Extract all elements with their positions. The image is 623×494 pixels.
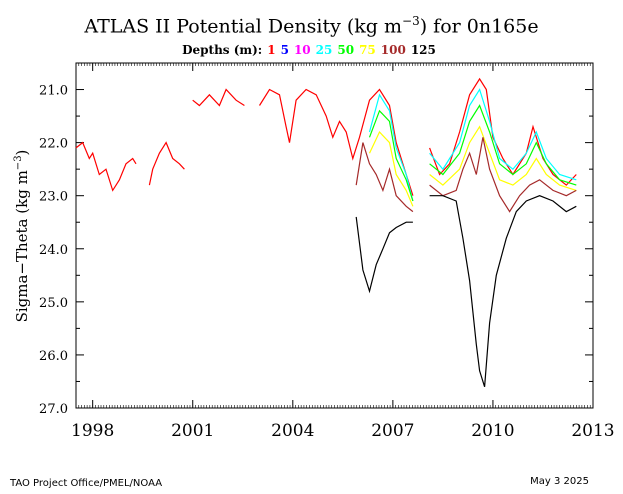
- series-75-line: [368, 130, 414, 207]
- series-50-line: [429, 104, 577, 186]
- legend-entry-25: 25: [315, 43, 333, 57]
- plot-frame: [75, 62, 594, 409]
- y-tick-label: 23.0: [39, 190, 68, 205]
- legend-entry-50: 50: [337, 43, 355, 57]
- x-tick-label: 2001: [171, 421, 214, 441]
- x-tick-label: 2013: [571, 421, 614, 441]
- y-tick-label: 25.0: [39, 296, 68, 311]
- series-1-line: [258, 88, 414, 196]
- y-tick-label: 27.0: [39, 402, 68, 417]
- footer-date: May 3 2025: [530, 476, 589, 487]
- series-125-line: [429, 195, 577, 387]
- series-1-line: [429, 77, 577, 186]
- x-tick-label: 1998: [71, 421, 114, 441]
- legend-entry-10: 10: [293, 43, 311, 57]
- legend-entry-125: 125: [410, 43, 436, 57]
- y-tick-label: 24.0: [39, 243, 68, 258]
- series-125-line: [355, 216, 413, 294]
- title-suffix: ) for 0n165e: [419, 15, 539, 38]
- title-exponent: −3: [402, 14, 420, 28]
- series-1-line: [148, 141, 185, 186]
- footer-credit: TAO Project Office/PMEL/NOAA: [10, 478, 163, 489]
- series-75-line: [429, 125, 577, 191]
- series-50-line: [368, 109, 414, 202]
- legend-entry-75: 75: [359, 43, 376, 57]
- series-25-line: [368, 93, 414, 202]
- x-tick-label: 2010: [471, 421, 514, 441]
- y-tick-label: 21.0: [39, 84, 68, 99]
- series-25-line: [429, 88, 577, 181]
- x-tick-label: 2007: [371, 421, 414, 441]
- series-1-line: [75, 141, 137, 192]
- legend-entry-1: 1: [267, 43, 276, 57]
- legend-entry-100: 100: [380, 43, 406, 57]
- chart-title: ATLAS II Potential Density (kg m−3) for …: [0, 14, 623, 37]
- series-1-line: [192, 88, 245, 107]
- y-tick-label: 26.0: [39, 349, 68, 364]
- legend-label: Depths (m):: [182, 43, 263, 57]
- y-tick-label: 22.0: [39, 137, 68, 152]
- series-100-line: [429, 137, 577, 213]
- depth-legend: Depths (m): 1 5 10 25 50 75 100 125: [0, 43, 623, 57]
- legend-entry-5: 5: [280, 43, 289, 57]
- series-100-line: [355, 142, 414, 213]
- x-tick-label: 2004: [271, 421, 314, 441]
- title-main: ATLAS II Potential Density (kg m: [84, 15, 403, 38]
